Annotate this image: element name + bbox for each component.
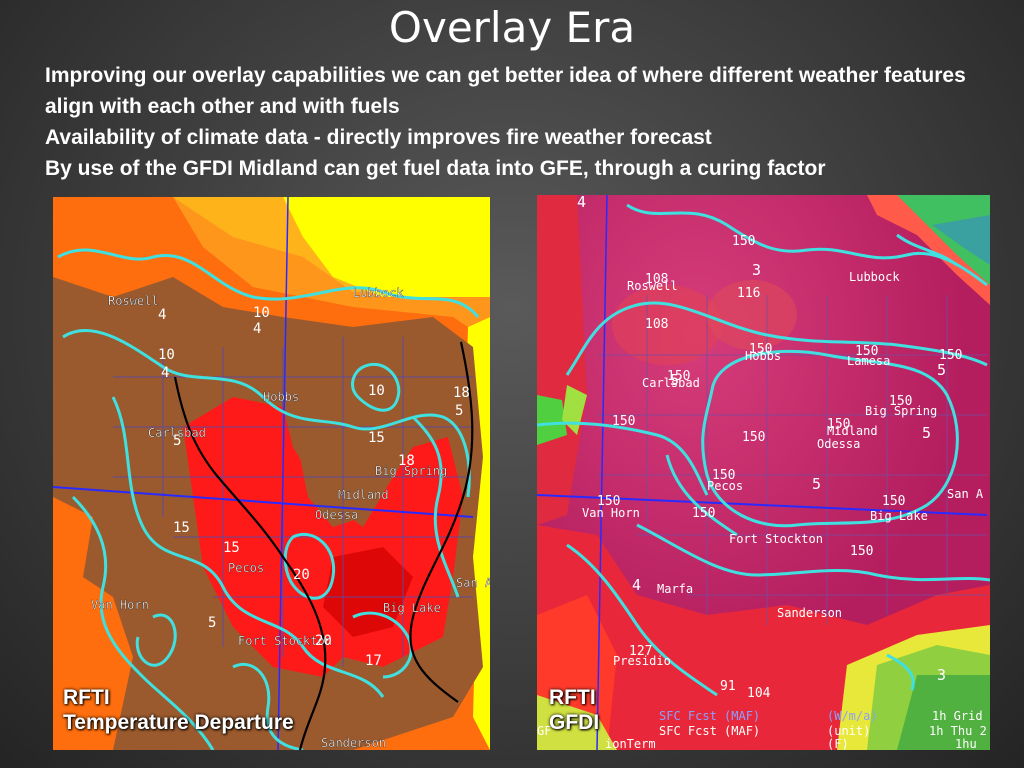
caption-line: RFTI xyxy=(549,686,596,709)
place-label: Lubbock xyxy=(353,286,404,300)
temperature-departure-map: Roswell Lubbock Hobbs Carlsbad Big Sprin… xyxy=(53,197,490,750)
gfdi-value: 150 xyxy=(850,544,873,559)
contour-value: 10 xyxy=(368,383,385,399)
gfdi-value: 150 xyxy=(667,369,690,384)
footer-term: ionTerm xyxy=(605,737,656,750)
place-label: Big Lake xyxy=(383,601,441,615)
contour-value: 17 xyxy=(365,653,382,669)
footer-source: SFC Fcst (MAF) xyxy=(659,709,760,723)
gfdi-value: 150 xyxy=(597,494,620,509)
place-label: Sanderson xyxy=(777,606,842,620)
caption-line: RFTI xyxy=(63,686,110,709)
contour-value: 5 xyxy=(208,615,216,631)
gfdi-value: 104 xyxy=(747,686,771,701)
gfdi-value: 150 xyxy=(612,414,635,429)
contour-value: 5 xyxy=(922,424,931,442)
gfdi-map-graphic: 150 108 116 108 150 150 150 150 150 150 … xyxy=(537,195,990,750)
contour-value: 5 xyxy=(173,433,181,449)
contour-value: 5 xyxy=(455,403,463,419)
place-label: Big Lake xyxy=(870,509,928,523)
contour-value: 5 xyxy=(937,361,946,379)
place-label: Pecos xyxy=(707,479,743,493)
contour-value: 10 xyxy=(253,305,270,321)
place-label: Carlsbad xyxy=(148,426,206,440)
gfdi-value: 150 xyxy=(712,468,735,483)
footer-gf: GF xyxy=(537,724,551,738)
bullet-item: Availability of climate data - directly … xyxy=(45,126,712,149)
place-label: Carlsbad xyxy=(642,376,700,390)
footer-units: (W/m/a) xyxy=(827,709,878,723)
place-label: Van Horn xyxy=(582,506,640,520)
gfdi-value: 108 xyxy=(645,272,668,287)
contour-value: 4 xyxy=(253,321,261,337)
gfdi-value: 150 xyxy=(749,342,772,357)
contour-value: 4 xyxy=(632,576,641,594)
gfdi-value: 150 xyxy=(692,506,715,521)
place-label: Presidio xyxy=(613,654,671,668)
place-label: Roswell xyxy=(108,294,159,308)
place-label: Odessa xyxy=(817,437,860,451)
gfdi-value: 108 xyxy=(645,317,668,332)
place-label: Van Horn xyxy=(91,598,149,612)
contour-value: 20 xyxy=(315,633,332,649)
footer-time: 1hu xyxy=(955,737,977,750)
contour-value: 4 xyxy=(161,365,169,381)
contour-value: 5 xyxy=(670,371,679,389)
gfdi-value: 150 xyxy=(855,344,878,359)
place-label: Big Spring xyxy=(375,464,447,478)
gfdi-value: 91 xyxy=(720,679,736,694)
slide-title: Overlay Era xyxy=(388,3,636,52)
place-label: San A xyxy=(456,576,490,590)
footer-time: 1h Thu 2 xyxy=(929,724,987,738)
contour-value: 5 xyxy=(812,475,821,493)
place-label: Marfa xyxy=(657,582,693,596)
gfdi-value: 150 xyxy=(827,417,850,432)
contour-value: 15 xyxy=(223,540,240,556)
place-label: Fort Stockton xyxy=(238,634,332,648)
contour-value: 4 xyxy=(577,195,586,211)
contour-value: 18 xyxy=(398,453,415,469)
place-label: Midland xyxy=(827,424,878,438)
contour-value: 4 xyxy=(158,307,166,323)
place-label: Hobbs xyxy=(263,390,299,404)
gfdi-value: 150 xyxy=(882,494,905,509)
place-label: Sanderson xyxy=(321,736,386,750)
gfdi-value: 150 xyxy=(742,430,765,445)
caption-line: Temperature Departure xyxy=(63,711,294,734)
footer-source: SFC Fcst (MAF) xyxy=(659,724,760,738)
bullet-item: By use of the GFDI Midland can get fuel … xyxy=(45,157,826,180)
place-label: Big Spring xyxy=(865,404,937,418)
gfdi-value: 150 xyxy=(889,394,912,409)
left-map-caption: RFTI Temperature Departure xyxy=(63,685,294,735)
gfdi-value: 116 xyxy=(737,286,760,301)
place-label: Odessa xyxy=(315,508,358,522)
gfdi-map: 150 108 116 108 150 150 150 150 150 150 … xyxy=(537,195,990,750)
place-label: Lamesa xyxy=(847,354,890,368)
footer-grid: 1h Grid xyxy=(932,709,983,723)
gfdi-value: 150 xyxy=(732,234,755,249)
right-map-caption: RFTI GFDI xyxy=(549,685,599,735)
place-label: San A xyxy=(947,487,984,501)
place-label: Midland xyxy=(338,488,389,502)
footer-units: (unit) xyxy=(827,724,870,738)
contour-value: 10 xyxy=(158,347,175,363)
place-label: Fort Stockton xyxy=(729,532,823,546)
contour-value: 15 xyxy=(173,520,190,536)
temperature-departure-map-graphic: Roswell Lubbock Hobbs Carlsbad Big Sprin… xyxy=(53,197,490,750)
contour-value: 20 xyxy=(293,567,310,583)
place-label: Pecos xyxy=(228,561,264,575)
contour-value: 18 xyxy=(453,385,470,401)
place-label: Roswell xyxy=(627,279,678,293)
footer-units: (F) xyxy=(827,737,849,750)
contour-value: 15 xyxy=(368,430,385,446)
contour-value: 3 xyxy=(752,261,761,279)
place-label: Hobbs xyxy=(745,349,781,363)
contour-value: 3 xyxy=(937,666,946,684)
caption-line: GFDI xyxy=(549,711,600,734)
bullet-list: Improving our overlay capabilities we ca… xyxy=(45,60,1015,184)
gfdi-value: 127 xyxy=(629,644,652,659)
place-label: Lubbock xyxy=(849,270,900,284)
bullet-item: Improving our overlay capabilities we ca… xyxy=(45,64,966,118)
gfdi-value: 150 xyxy=(939,348,962,363)
